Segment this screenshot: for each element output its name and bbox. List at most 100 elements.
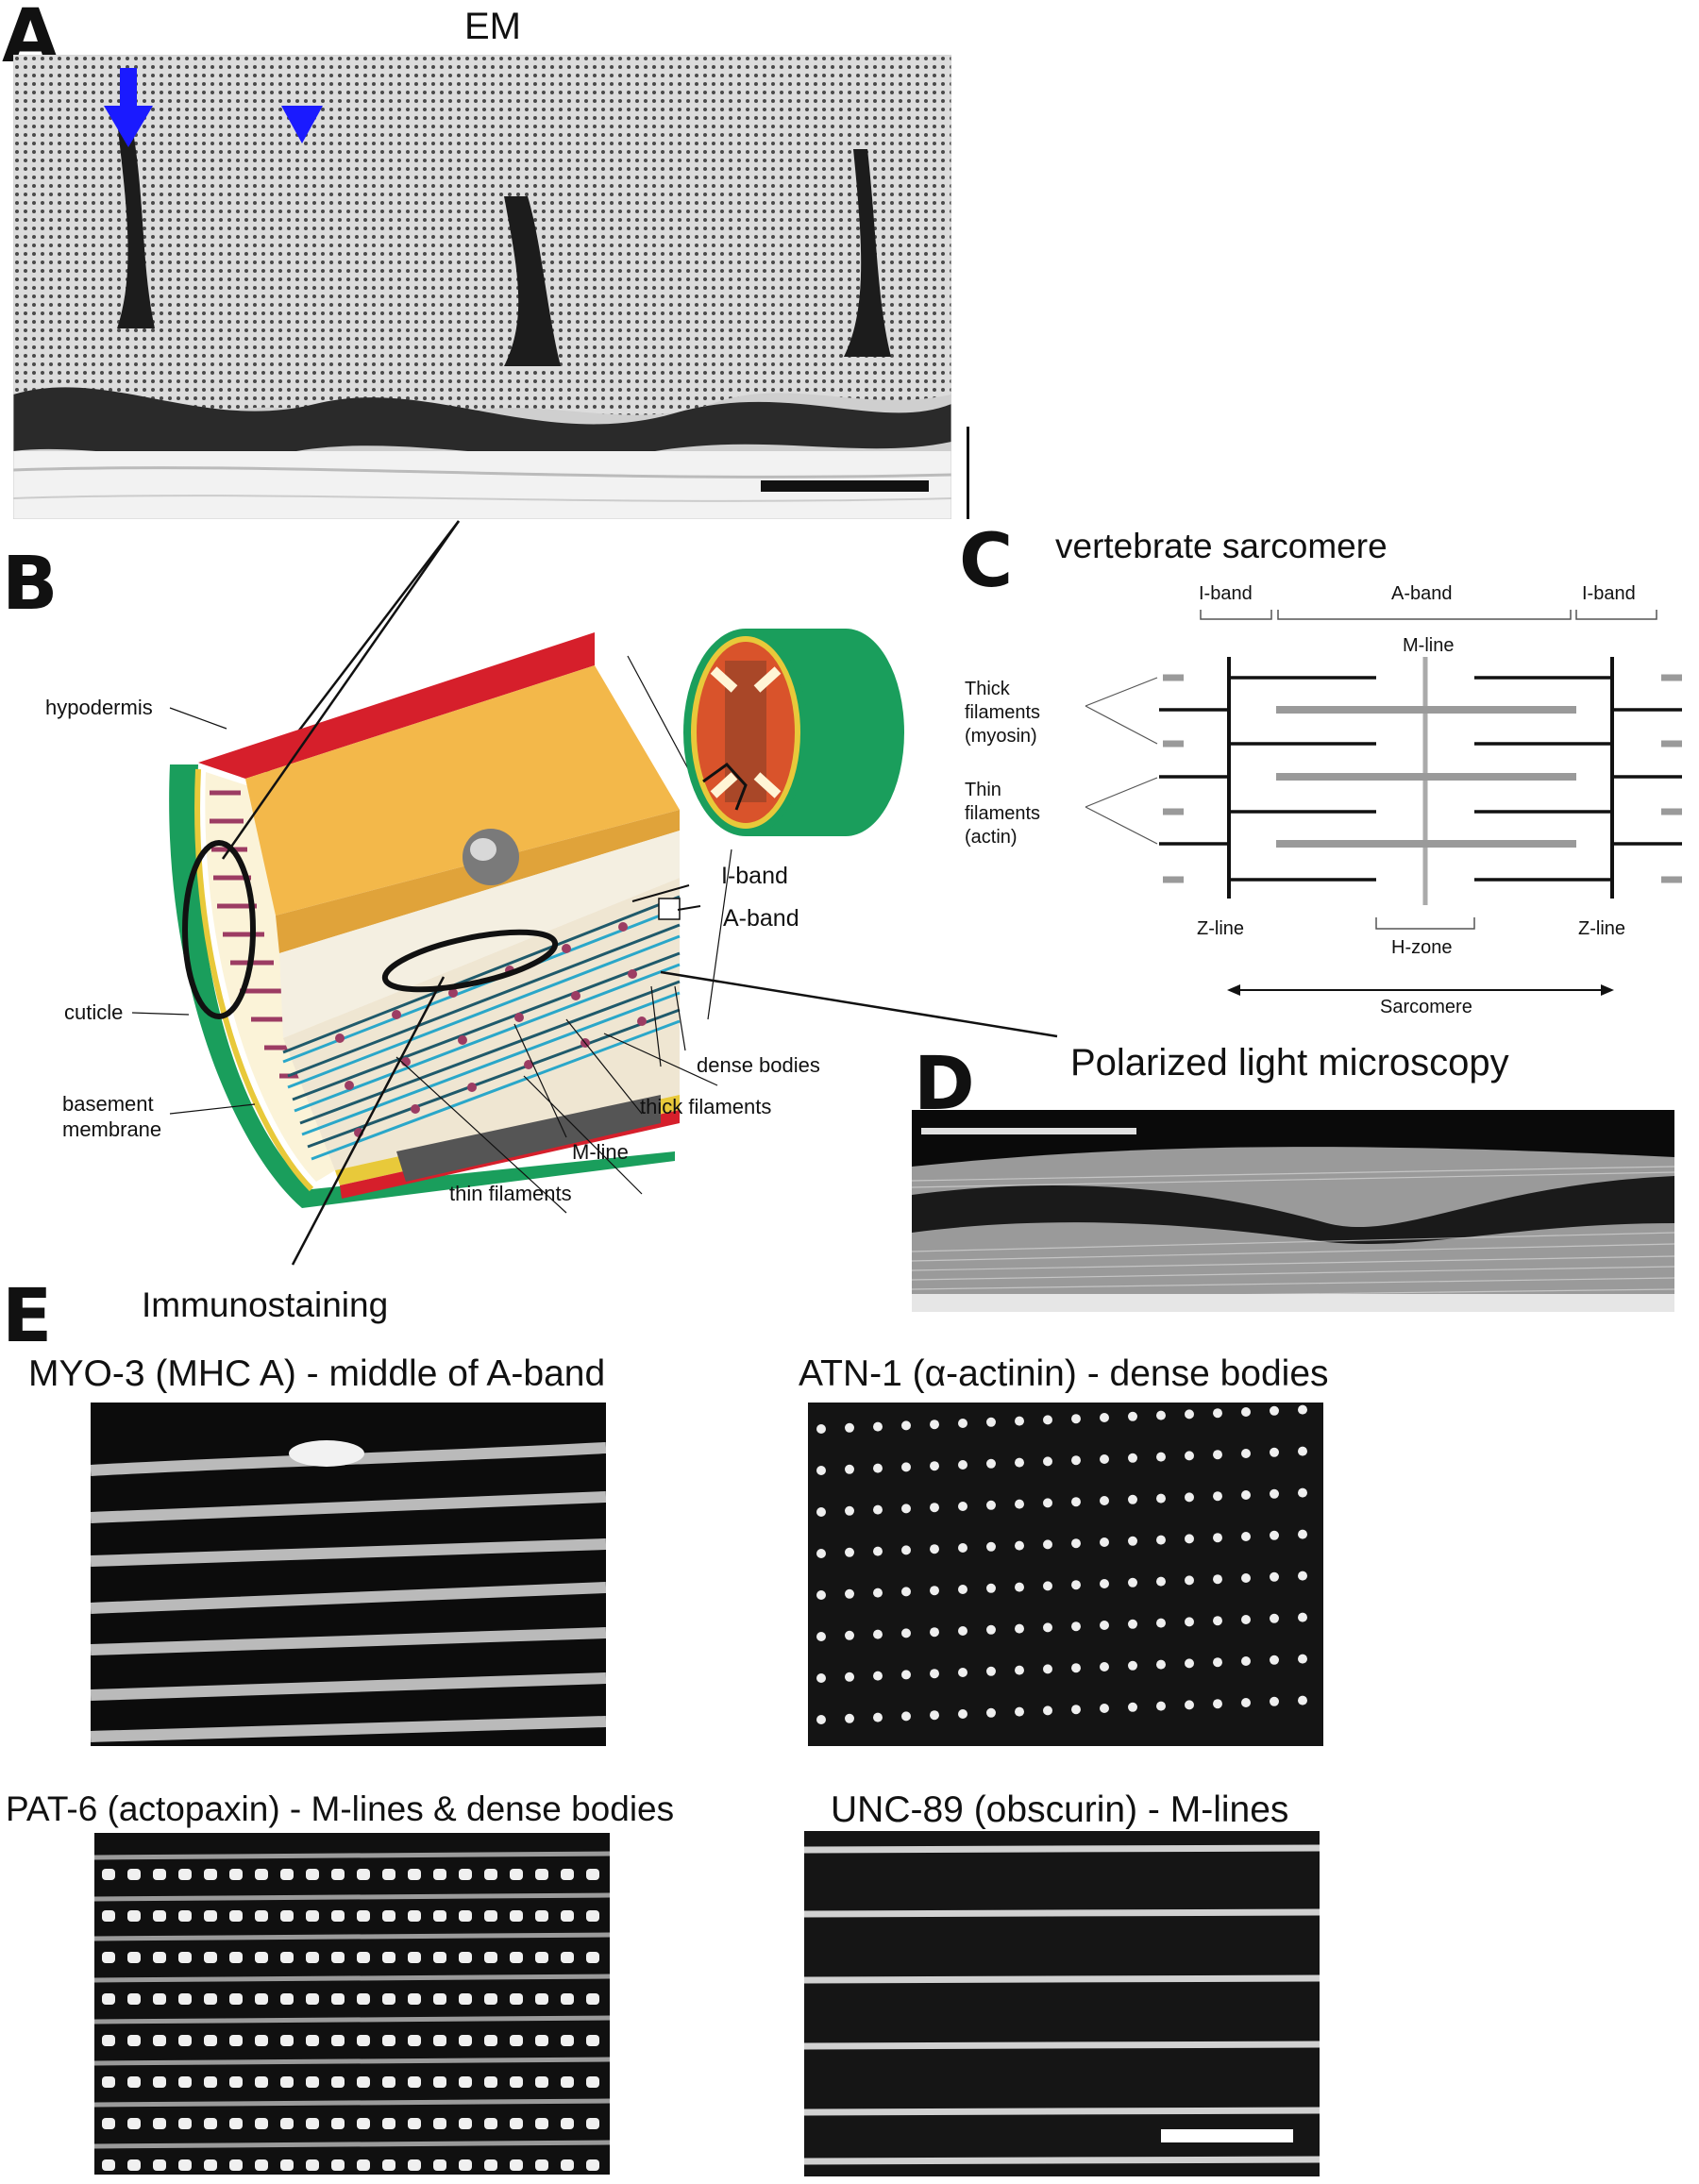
atn1-dense-body bbox=[1185, 1658, 1194, 1669]
atn1-dense-body bbox=[930, 1669, 939, 1679]
pat6-dense-body bbox=[535, 1952, 548, 1963]
pat6-dense-body bbox=[280, 2076, 294, 2088]
pat6-dense-body bbox=[510, 1910, 523, 1922]
label-hypodermis: hypodermis bbox=[45, 696, 153, 719]
atn1-dense-body bbox=[1015, 1623, 1024, 1634]
pat6-dense-body bbox=[433, 1869, 446, 1880]
sarcomere-diagram bbox=[1085, 610, 1682, 996]
atn1-dense-body bbox=[901, 1504, 911, 1514]
atn1-dense-body bbox=[1185, 1700, 1194, 1710]
pat6-dense-body bbox=[586, 1993, 599, 2005]
label-thin-filaments: thin filaments bbox=[449, 1182, 572, 1205]
pat6-dense-body bbox=[586, 1910, 599, 1922]
pat6-dense-body bbox=[127, 2035, 141, 2046]
pat6-dense-body bbox=[459, 2159, 472, 2171]
pat6-dense-body bbox=[204, 2118, 217, 2129]
atn1-dense-body bbox=[873, 1421, 883, 1432]
pat6-dense-body bbox=[102, 1869, 115, 1880]
pat6-dense-body bbox=[153, 1910, 166, 1922]
pat6-dense-body bbox=[204, 2035, 217, 2046]
atn1-dense-body bbox=[1156, 1618, 1166, 1628]
atn1-dense-body bbox=[1100, 1454, 1109, 1464]
atn1-dense-body bbox=[873, 1504, 883, 1515]
pat6-dense-body bbox=[255, 2076, 268, 2088]
pat6-dense-body bbox=[178, 1910, 192, 1922]
pat6-dense-body bbox=[153, 1952, 166, 1963]
pat6-dense-body bbox=[178, 1869, 192, 1880]
atn1-dense-body bbox=[1298, 1654, 1307, 1664]
c-i-band-right: I-band bbox=[1582, 583, 1636, 604]
atn1-dense-body bbox=[1270, 1613, 1279, 1623]
pat6-dense-body bbox=[306, 2118, 319, 2129]
atn1-dense-body bbox=[1128, 1660, 1137, 1671]
atn1-dense-body bbox=[1213, 1657, 1222, 1668]
pat6-dense-body bbox=[331, 2076, 345, 2088]
panel-letter-d: D bbox=[914, 1042, 975, 1127]
atn1-dense-body bbox=[845, 1505, 854, 1516]
atn1-dense-body bbox=[1185, 1492, 1194, 1503]
panel-d-title: Polarized light microscopy bbox=[1070, 1042, 1509, 1084]
pat6-dense-body bbox=[229, 2118, 243, 2129]
pat6-dense-body bbox=[357, 1952, 370, 1963]
pat6-dense-body bbox=[484, 2076, 497, 2088]
pat6-dense-body bbox=[357, 2035, 370, 2046]
c-m-line: M-line bbox=[1403, 635, 1455, 656]
atn1-dense-body bbox=[1185, 1534, 1194, 1544]
atn1-dense-body bbox=[873, 1671, 883, 1681]
pat6-dense-body bbox=[561, 1993, 574, 2005]
pat6-dense-body bbox=[229, 1869, 243, 1880]
atn1-dense-body bbox=[816, 1590, 826, 1600]
pat6-dense-body bbox=[204, 1869, 217, 1880]
pat6-dense-body bbox=[306, 1869, 319, 1880]
c-thick-3: (myosin) bbox=[965, 726, 1037, 747]
atn1-dense-body bbox=[845, 1464, 854, 1474]
label-thick-filaments: thick filaments bbox=[640, 1095, 772, 1118]
pat6-dense-body bbox=[178, 2159, 192, 2171]
pat6-dense-body bbox=[408, 2159, 421, 2171]
pat6-dense-body bbox=[586, 2118, 599, 2129]
pat6-dense-body bbox=[331, 1869, 345, 1880]
atn1-dense-body bbox=[1043, 1498, 1052, 1508]
pat6-dense-body bbox=[229, 2076, 243, 2088]
atn1-dense-body bbox=[1043, 1664, 1052, 1674]
atn1-dense-body bbox=[1298, 1695, 1307, 1705]
atn1-dense-body bbox=[1213, 1574, 1222, 1585]
c-thin-2: filaments bbox=[965, 803, 1041, 824]
atn1-dense-body bbox=[1241, 1490, 1251, 1500]
atn1-dense-body bbox=[958, 1460, 967, 1470]
pat6-dense-body bbox=[178, 1993, 192, 2005]
atn1-dense-body bbox=[986, 1500, 996, 1510]
muscle-cell-diagram bbox=[131, 520, 1058, 1266]
atn1-dense-body bbox=[986, 1666, 996, 1676]
pat6-dense-body bbox=[102, 2118, 115, 2129]
pat6-dense-body bbox=[280, 2118, 294, 2129]
pat6-dense-body bbox=[535, 2118, 548, 2129]
polarized-light-image bbox=[912, 1110, 1674, 1312]
c-a-band: A-band bbox=[1391, 583, 1453, 604]
atn1-dense-body bbox=[1128, 1453, 1137, 1463]
pat6-dense-body bbox=[178, 2035, 192, 2046]
atn1-dense-body bbox=[1156, 1452, 1166, 1462]
atn1-dense-body bbox=[816, 1507, 826, 1517]
atn1-dense-body bbox=[1298, 1487, 1307, 1498]
atn1-dense-body bbox=[845, 1672, 854, 1682]
c-z-line-left: Z-line bbox=[1197, 918, 1245, 939]
pat6-image bbox=[94, 1833, 610, 2175]
c-h-zone: H-zone bbox=[1391, 937, 1453, 958]
pat6-dense-body bbox=[357, 1993, 370, 2005]
atn1-dense-body bbox=[1241, 1698, 1251, 1707]
atn1-dense-body bbox=[930, 1544, 939, 1554]
pat6-dense-body bbox=[178, 1952, 192, 1963]
pat6-dense-body bbox=[510, 2159, 523, 2171]
pat6-dense-body bbox=[153, 1869, 166, 1880]
atn1-dense-body bbox=[1071, 1497, 1081, 1507]
pat6-dense-body bbox=[484, 2159, 497, 2171]
label-m-line: M-line bbox=[572, 1140, 629, 1164]
atn1-dense-body bbox=[901, 1670, 911, 1680]
pat6-dense-body bbox=[153, 2035, 166, 2046]
pat6-dense-body bbox=[255, 2159, 268, 2171]
pat6-dense-body bbox=[561, 2159, 574, 2171]
pat6-dense-body bbox=[484, 1952, 497, 1963]
atn1-dense-body bbox=[901, 1711, 911, 1722]
pat6-dense-body bbox=[153, 2076, 166, 2088]
